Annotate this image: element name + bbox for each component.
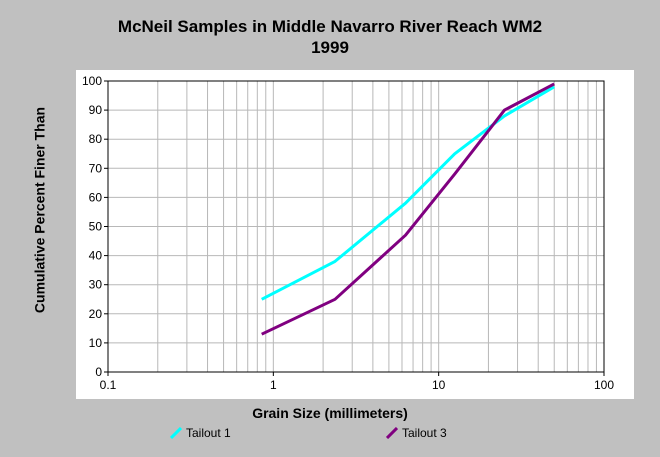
y-tick-label: 90: [89, 103, 103, 117]
x-tick-label: 1: [270, 378, 277, 392]
axis-ticks: 0 10 20 30 40 50 60 70 80 90 100 0.1 1 10 100: [82, 74, 614, 392]
y-tick-label: 60: [89, 190, 103, 204]
legend-swatch-tailout-1: [170, 427, 182, 439]
y-tick-label: 50: [89, 220, 103, 234]
y-tick-label: 80: [89, 132, 103, 146]
y-tick-label: 0: [95, 365, 102, 379]
series-line-tailout-1: [261, 85, 555, 301]
y-tick-label: 10: [89, 336, 103, 350]
x-tick-label: 10: [432, 378, 446, 392]
y-tick-label: 70: [89, 161, 103, 175]
y-tick-label: 20: [89, 307, 103, 321]
series-layer: [261, 82, 555, 336]
chart-title: McNeil Samples in Middle Navarro River R…: [117, 17, 543, 36]
x-tick-label: 100: [594, 378, 614, 392]
y-tick-label: 40: [89, 249, 103, 263]
legend-item-tailout-3: Tailout 3: [386, 426, 447, 440]
y-tick-label: 100: [82, 74, 102, 88]
legend-swatch-tailout-3: [386, 427, 398, 439]
legend-item-tailout-1: Tailout 1: [170, 426, 231, 440]
series-line-tailout-3: [261, 82, 555, 336]
y-tick-label: 30: [89, 278, 103, 292]
x-tick-label: 0.1: [100, 378, 117, 392]
y-axis-title: Cumulative Percent Finer Than: [31, 106, 48, 314]
chart-subtitle: 1999: [311, 38, 349, 57]
legend-label-tailout-1: Tailout 1: [186, 426, 231, 440]
legend-label-tailout-3: Tailout 3: [402, 426, 447, 440]
x-axis-title: Grain Size (millimeters): [252, 405, 408, 421]
